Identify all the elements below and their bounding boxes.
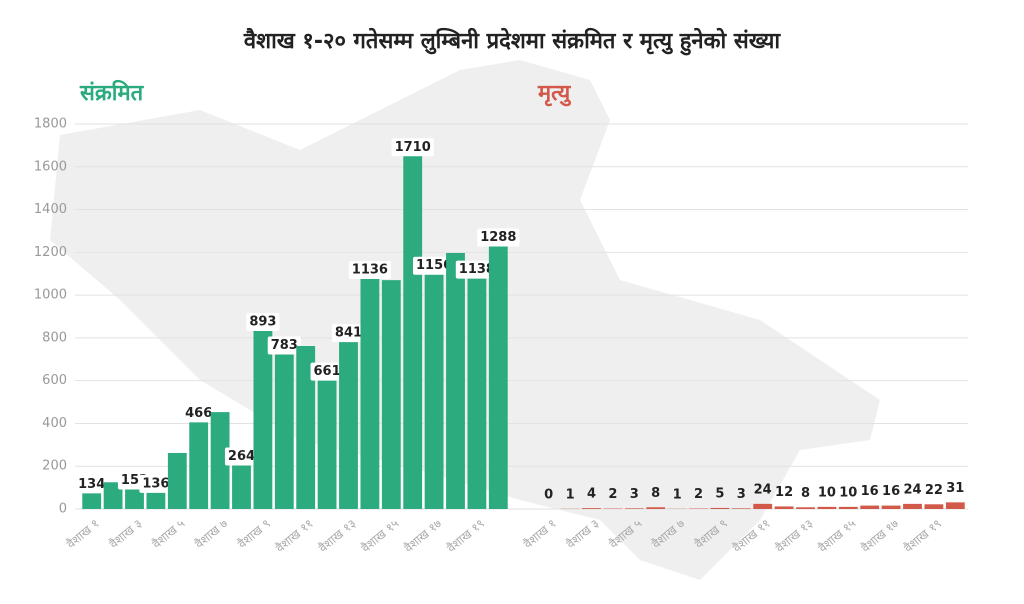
value-label: 1136 — [352, 263, 388, 278]
bar — [582, 508, 601, 509]
bar — [189, 409, 208, 509]
bar — [753, 504, 772, 509]
value-label: 24 — [754, 482, 772, 497]
value-label: 5 — [715, 486, 724, 501]
bar — [860, 506, 879, 509]
value-label: 134 — [78, 477, 105, 492]
value-label: 1288 — [480, 230, 516, 245]
value-label: 12 — [775, 485, 793, 500]
value-label: 1 — [566, 487, 575, 502]
bar — [446, 253, 465, 509]
bar — [168, 453, 187, 509]
value-label: 466 — [185, 406, 212, 421]
value-label: 4 — [587, 487, 596, 502]
bar — [710, 508, 729, 509]
x-tick-label: वैशाख ५ — [150, 516, 188, 551]
value-label: 24 — [903, 482, 921, 497]
x-tick-label: वैशाख ३ — [564, 516, 602, 551]
bar — [903, 504, 922, 509]
bar — [403, 143, 422, 509]
bar — [924, 504, 943, 509]
value-label: 893 — [249, 314, 276, 329]
x-tick-label: वैशाख १७ — [859, 516, 902, 555]
y-tick-label: 1400 — [34, 202, 67, 217]
value-label: 3 — [630, 487, 639, 502]
y-tick-label: 1000 — [34, 288, 67, 303]
x-tick-label: वैशाख १ — [64, 516, 102, 551]
value-label: 8 — [651, 486, 660, 501]
value-label: 264 — [228, 449, 255, 464]
bar — [817, 507, 836, 509]
bar — [732, 508, 751, 509]
value-label: 3 — [737, 487, 746, 502]
value-label: 841 — [335, 326, 362, 341]
y-tick-label: 1800 — [34, 117, 67, 132]
y-tick-label: 200 — [42, 459, 67, 474]
value-label: 0 — [544, 488, 553, 503]
value-label: 2 — [694, 487, 703, 502]
x-tick-label: वैशाख ९ — [235, 516, 273, 551]
panel-title: मृत्यु — [537, 81, 572, 107]
x-tick-label: वैशाख १९ — [901, 516, 944, 555]
y-tick-label: 1200 — [34, 245, 67, 260]
value-label: 1 — [673, 487, 682, 502]
bar — [882, 506, 901, 509]
bar — [275, 342, 294, 509]
bar — [839, 507, 858, 509]
x-tick-label: वैशाख ११ — [273, 516, 316, 555]
x-tick-label: वैशाख १३ — [773, 516, 816, 555]
value-label: 10 — [818, 485, 836, 500]
value-label: 136 — [142, 476, 169, 491]
value-label: 16 — [882, 484, 900, 499]
x-tick-label: वैशाख १५ — [816, 516, 859, 555]
value-label: 8 — [801, 486, 810, 501]
bar — [467, 266, 486, 509]
bar — [625, 508, 644, 509]
bar — [339, 329, 358, 509]
bar — [425, 262, 444, 509]
x-tick-label: वैशाख १३ — [316, 516, 359, 555]
chart-title: वैशाख १-२० गतेसम्म लुम्बिनी प्रदेशमा संक… — [243, 27, 781, 56]
value-label: 31 — [946, 481, 964, 496]
value-label: 10 — [839, 485, 857, 500]
y-tick-label: 400 — [42, 416, 67, 431]
x-tick-label: वैशाख १७ — [402, 516, 445, 555]
x-tick-label: वैशाख ३ — [107, 516, 145, 551]
y-tick-label: 0 — [59, 502, 67, 517]
bar — [489, 234, 508, 509]
x-tick-label: वैशाख १९ — [444, 516, 487, 555]
bar — [946, 502, 965, 509]
y-tick-label: 600 — [42, 373, 67, 388]
value-label: 16 — [861, 484, 879, 499]
x-tick-label: वैशाख ७ — [192, 516, 230, 551]
value-label: 783 — [271, 338, 298, 353]
bar — [646, 507, 665, 509]
panel-title: संक्रमित — [79, 79, 145, 106]
x-tick-label: वैशाख १ — [521, 516, 559, 551]
bar — [775, 506, 794, 509]
y-tick-label: 1600 — [34, 159, 67, 174]
value-label: 1710 — [395, 140, 431, 155]
value-label: 661 — [314, 364, 341, 379]
bar — [360, 266, 379, 509]
bar — [318, 368, 337, 509]
value-label: 2 — [608, 487, 617, 502]
y-tick-label: 800 — [42, 330, 67, 345]
value-label: 22 — [925, 483, 943, 498]
x-tick-label: वैशाख १५ — [359, 516, 402, 555]
bar — [796, 507, 815, 509]
bar — [382, 280, 401, 509]
